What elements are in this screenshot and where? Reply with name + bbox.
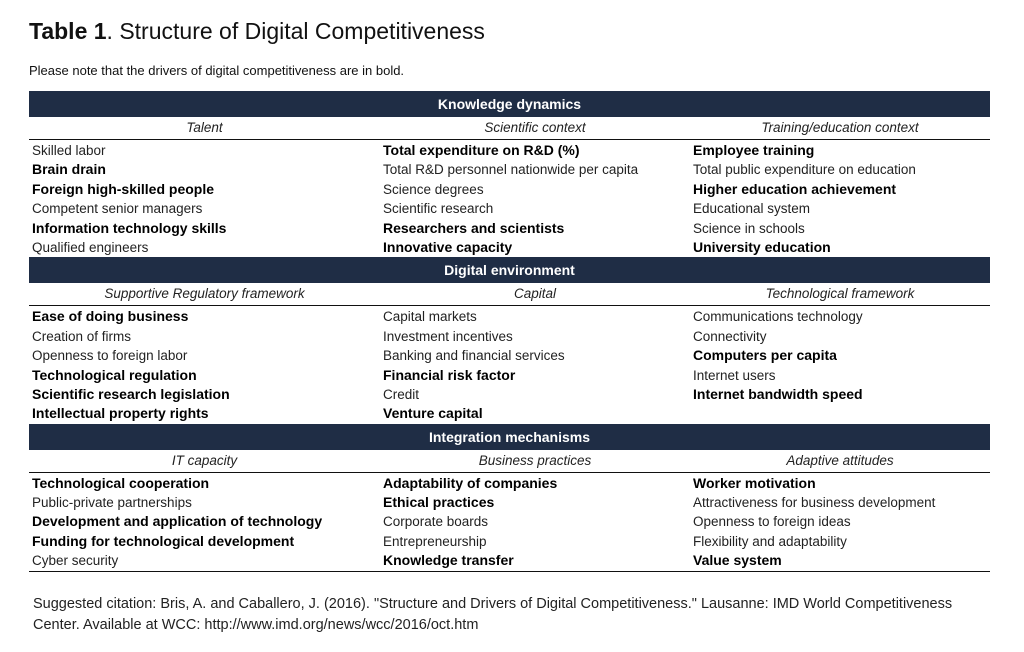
driver-cell: University education [693, 238, 831, 255]
driver-cell: Foreign high-skilled people [32, 180, 215, 197]
column-header: Talent [186, 120, 223, 135]
table-cell: Attractiveness for business development [693, 495, 936, 511]
section-rows: Technological cooperation Public-private … [29, 473, 990, 571]
driver-cell: Scientific research legislation [32, 385, 230, 402]
driver-cell: Higher education achievement [693, 180, 897, 197]
table-cell: Educational system [693, 201, 811, 217]
table-cell: Total public expenditure on education [693, 162, 916, 178]
driver-cell: Innovative capacity [383, 238, 513, 255]
table-cell: Competent senior managers [32, 201, 203, 217]
table-number: Table 1 [29, 18, 107, 44]
digital-competitiveness-table: Knowledge dynamics Talent Scientific conte… [29, 91, 990, 572]
section-heading: Integration mechanisms [29, 423, 990, 450]
table-cell: Internet users [693, 367, 776, 383]
column-header: Supportive Regulatory framework [104, 286, 305, 302]
table-cell: Creation of firms [32, 328, 132, 344]
column-header: Training/education context [761, 120, 919, 135]
table-title: Table 1. Structure of Digital Competitiv… [29, 16, 485, 46]
table-column: Capital markets Investment incentives Bank… [380, 307, 690, 423]
table-cell: Credit [383, 386, 420, 402]
table-cell [690, 404, 990, 423]
driver-cell: Venture capital [383, 405, 483, 422]
table-cell: Banking and financial services [383, 348, 565, 364]
table-cell: Qualified engineers [32, 239, 149, 255]
section-rows: Ease of doing business Creation of firms O… [29, 306, 990, 423]
driver-cell: Total expenditure on R&D (%) [383, 142, 580, 158]
column-header: Capital [513, 286, 557, 302]
table-column: Ease of doing business Creation of firms O… [29, 307, 380, 423]
driver-cell: Computers per capita [693, 347, 837, 364]
table-cell: Total R&D personnel nationwide per capit… [383, 162, 639, 178]
driver-cell: Development and application of technolog… [32, 513, 323, 530]
driver-cell: Internet bandwidth speed [693, 385, 863, 402]
table-cell: Capital markets [383, 309, 477, 325]
section-heading: Knowledge dynamics [29, 91, 990, 117]
table-note: Please note that the drivers of digital … [29, 63, 405, 78]
driver-cell: Brain drain [32, 161, 106, 178]
table-cell: Investment incentives [383, 328, 513, 344]
table-cell: Entrepreneurship [383, 533, 487, 549]
driver-cell: Adaptability of companies [383, 474, 558, 491]
table-column: Employee training Total public expenditur… [690, 141, 990, 257]
suggested-citation: Suggested citation: Bris, A. and Caballe… [33, 596, 953, 633]
table-cell: Connectivity [693, 328, 767, 344]
table-cell: Flexibility and adaptability [693, 533, 847, 549]
column-header: Adaptive attitudes [786, 452, 894, 468]
section-heading: Digital environment [29, 257, 990, 284]
column-headers: Supportive Regulatory framework Capital Te… [29, 283, 990, 307]
table-cell: Science degrees [383, 181, 484, 197]
section-rows: Skilled labor Brain drain Foreign high-ski… [29, 140, 990, 257]
table-cell: Openness to foreign labor [32, 348, 188, 364]
column-headers: IT capacity Business practices Adaptive at… [29, 450, 990, 473]
table-cell: Openness to foreign ideas [693, 514, 851, 530]
table-column: Worker motivation Attractiveness for busi… [690, 474, 990, 571]
driver-cell: Knowledge transfer [383, 552, 514, 569]
table-column: Adaptability of companies Ethical practic… [380, 474, 690, 571]
table-cell: Cyber security [32, 553, 119, 569]
column-headers: Talent Scientific context Training/educati… [29, 117, 990, 140]
driver-cell: Ease of doing business [32, 308, 189, 325]
driver-cell: Information technology skills [32, 219, 227, 236]
driver-cell: Financial risk factor [383, 366, 516, 383]
driver-cell: Ethical practices [383, 494, 495, 511]
driver-cell: Technological regulation [32, 366, 197, 383]
driver-cell: Worker motivation [693, 474, 816, 491]
driver-cell: Researchers and scientists [383, 219, 565, 236]
driver-cell: Employee training [693, 142, 815, 158]
column-header: Technological framework [765, 286, 915, 302]
table-cell: Public-private partnerships [32, 495, 192, 511]
driver-cell: Technological cooperation [32, 474, 210, 491]
driver-cell: Value system [693, 552, 782, 569]
table-cell: Scientific research [383, 201, 494, 217]
table-cell: Skilled labor [32, 143, 106, 158]
column-header: Scientific context [484, 120, 586, 135]
table-column: Skilled labor Brain drain Foreign high-ski… [29, 141, 380, 257]
table-column: Technological cooperation Public-private … [29, 474, 380, 571]
driver-cell: Funding for technological development [32, 532, 295, 549]
table-cell: Science in schools [693, 220, 805, 236]
table-column: Total expenditure on R&D (%) Total R&D pe… [380, 141, 690, 257]
table-title-text: . Structure of Digital Competitiveness [106, 18, 485, 44]
column-header: IT capacity [171, 452, 238, 468]
table-column: Communications technology Connectivity Com… [690, 307, 990, 423]
table-cell: Communications technology [693, 309, 863, 325]
column-header: Business practices [478, 452, 592, 468]
driver-cell: Intellectual property rights [32, 405, 209, 422]
table-cell: Corporate boards [383, 514, 489, 530]
